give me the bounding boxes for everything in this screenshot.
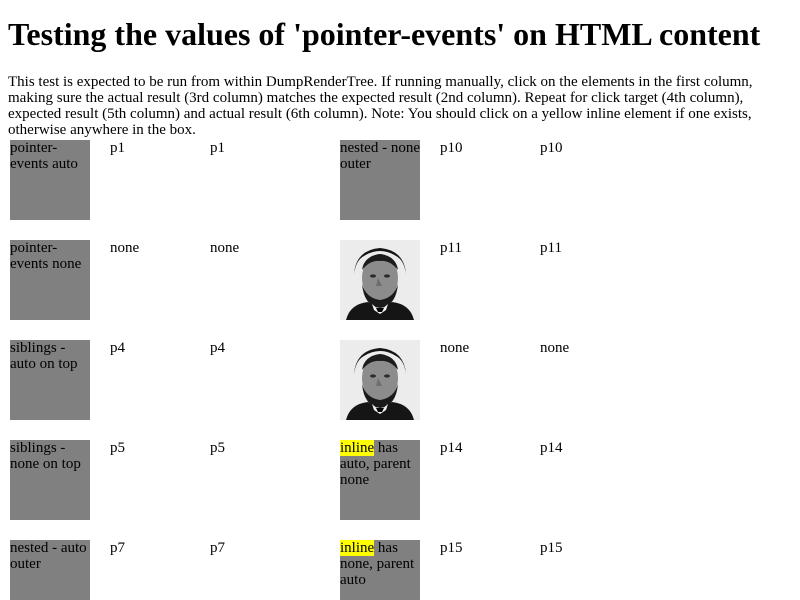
inline-target[interactable]: inline (340, 540, 375, 556)
expected-result: p5 (110, 440, 125, 456)
actual-result: p15 (540, 540, 563, 556)
portrait-photo (340, 340, 420, 420)
page-title: Testing the values of 'pointer-events' o… (8, 16, 761, 52)
intro-text: This test is expected to be run from wit… (8, 74, 753, 138)
expected-result: none (110, 240, 140, 256)
test-box-inline-auto-parent-none[interactable]: inline has auto, parent none (340, 440, 420, 520)
actual-result: p5 (210, 440, 225, 456)
test-box-nested-none-outer[interactable]: nested - none outer (340, 140, 420, 220)
portrait-photo (340, 240, 420, 320)
actual-result: p10 (540, 140, 563, 156)
portrait-image-auto[interactable] (340, 240, 420, 320)
inline-target[interactable]: inline (340, 440, 375, 456)
actual-result: p14 (540, 440, 563, 456)
expected-result: p1 (110, 140, 125, 156)
box-label: has none, parent auto (340, 540, 415, 588)
test-box-inline-none-parent-auto[interactable]: inline has none, parent auto (340, 540, 420, 600)
expected-result: p11 (440, 240, 462, 256)
actual-result: none (210, 240, 240, 256)
test-box-siblings-none-on-top[interactable]: siblings - none on top (10, 440, 90, 520)
actual-result: p11 (540, 240, 562, 256)
expected-result: none (440, 340, 470, 356)
test-box-nested-auto-outer[interactable]: nested - auto outer (10, 540, 90, 600)
portrait-image-none[interactable] (340, 340, 420, 420)
expected-result: p15 (440, 540, 463, 556)
test-box-pointer-events-auto[interactable]: pointer-events auto (10, 140, 90, 220)
expected-result: p4 (110, 340, 125, 356)
actual-result: p7 (210, 540, 225, 556)
test-box-pointer-events-none[interactable]: pointer-events none (10, 240, 90, 320)
expected-result: p14 (440, 440, 463, 456)
actual-result: none (540, 340, 570, 356)
test-box-siblings-auto-on-top[interactable]: siblings - auto on top (10, 340, 90, 420)
expected-result: p7 (110, 540, 125, 556)
expected-result: p10 (440, 140, 463, 156)
actual-result: p4 (210, 340, 225, 356)
actual-result: p1 (210, 140, 225, 156)
box-label: has auto, parent none (340, 440, 411, 488)
